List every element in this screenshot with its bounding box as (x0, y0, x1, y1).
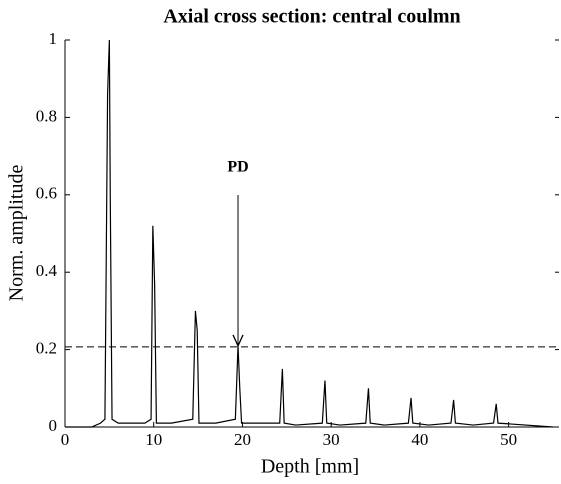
x-tick-label: 40 (411, 430, 428, 449)
chart-title: Axial cross section: central coulmn (163, 6, 460, 28)
data-line (65, 39, 554, 428)
annotation: PD (227, 159, 248, 176)
x-tick-label: 50 (500, 430, 517, 449)
y-axis-label: Norm. amplitude (6, 165, 28, 302)
x-tick-label: 10 (145, 430, 162, 449)
y-tick-label: 0.2 (36, 339, 57, 358)
y-tick-label: 0.8 (36, 106, 57, 125)
x-tick-label: 20 (234, 430, 251, 449)
x-axis-label: Depth [mm] (261, 456, 359, 478)
y-tick-label: 1 (49, 29, 58, 48)
arrow-head (232, 334, 244, 348)
y-tick-label: 0 (49, 416, 58, 435)
y-tick-label: 0.4 (36, 261, 58, 280)
x-tick-label: 30 (323, 430, 340, 449)
x-tick-label: 0 (61, 430, 70, 449)
y-tick-label: 0.6 (36, 184, 57, 203)
